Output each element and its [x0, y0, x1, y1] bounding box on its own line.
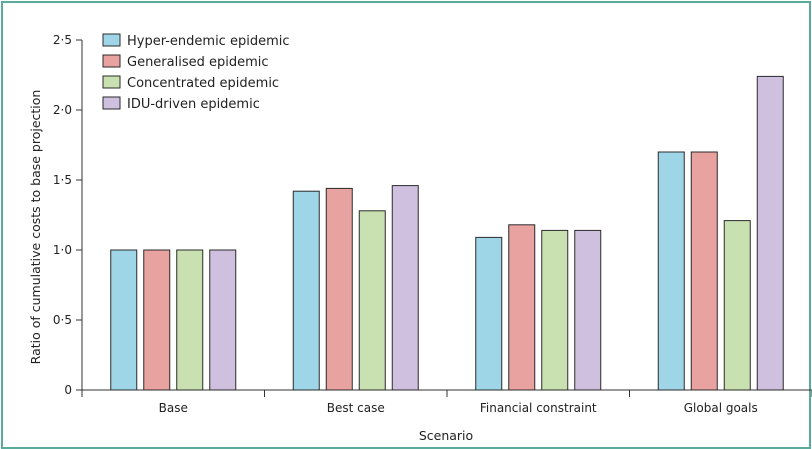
y-tick-label: 0: [64, 383, 72, 397]
bar: [475, 236, 503, 391]
y-axis-title: Ratio of cumulative costs to base projec…: [28, 90, 43, 365]
bar: [508, 224, 536, 391]
legend-label: Generalised epidemic: [127, 55, 269, 70]
legend: Hyper-endemic epidemic Generalised epidem…: [102, 33, 290, 112]
y-tick-label: 2·0: [53, 103, 72, 117]
y-axis: 0 0·5 1·0 1·5 2·0 2·5: [53, 33, 83, 397]
legend-label: IDU-driven epidemic: [127, 97, 260, 112]
x-axis: Base Best case Financial constraint Global …: [81, 389, 812, 415]
x-axis-title: Scenario: [419, 428, 473, 443]
x-tick-label: Global goals: [684, 401, 758, 415]
bar: [209, 249, 237, 391]
bar: [391, 185, 419, 391]
bar: [292, 190, 320, 391]
legend-swatch: [102, 33, 121, 47]
y-tick-label: 1·0: [53, 243, 72, 257]
x-tick-label: Best case: [327, 401, 385, 415]
legend-swatch: [102, 75, 121, 89]
bar: [723, 220, 751, 391]
bar: [657, 151, 685, 391]
legend-swatch: [102, 96, 121, 110]
bar: [176, 249, 204, 391]
bars: [110, 75, 784, 391]
bar: [325, 187, 353, 391]
bar: [756, 75, 784, 391]
bar: [690, 151, 718, 391]
y-tick-label: 0·5: [53, 313, 72, 327]
legend-swatch: [102, 54, 121, 68]
legend-label: Concentrated epidemic: [127, 76, 279, 91]
x-tick-label: Financial constraint: [480, 401, 597, 415]
y-tick-label: 1·5: [53, 173, 72, 187]
x-tick-label: Base: [159, 401, 188, 415]
bar: [541, 229, 569, 391]
bar: [358, 210, 386, 391]
bar: [574, 229, 602, 391]
bar: [110, 249, 138, 391]
legend-label: Hyper-endemic epidemic: [127, 34, 290, 49]
bar: [143, 249, 171, 391]
y-tick-label: 2·5: [53, 33, 72, 47]
